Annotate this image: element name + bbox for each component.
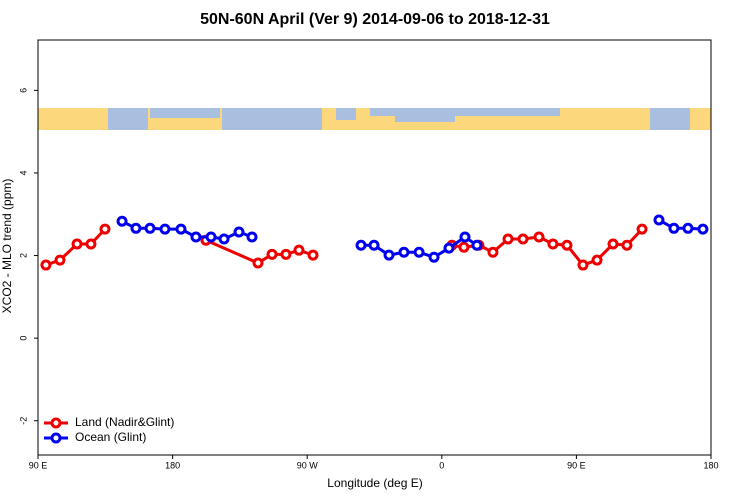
legend-label: Land (Nadir&Glint) xyxy=(75,415,174,429)
y-tick-label: -2 xyxy=(18,417,28,425)
data-point xyxy=(533,231,545,243)
data-point xyxy=(697,223,709,235)
y-axis-label: XCO2 - MLO trend (ppm) xyxy=(0,179,14,314)
legend-marker xyxy=(50,432,62,444)
legend-marker xyxy=(50,417,62,429)
plot-frame xyxy=(37,39,712,456)
legend: Land (Nadir&Glint)Ocean (Glint) xyxy=(44,415,174,444)
x-tick-label: 180 xyxy=(165,460,180,470)
data-point xyxy=(413,246,425,258)
data-point xyxy=(40,259,52,271)
x-tick-label: 90 E xyxy=(29,460,48,470)
data-point xyxy=(85,238,97,250)
data-point xyxy=(682,222,694,234)
data-point xyxy=(144,222,156,234)
data-point xyxy=(547,238,559,250)
data-point xyxy=(561,239,573,251)
data-point xyxy=(383,249,395,261)
data-point xyxy=(205,231,217,243)
y-tick-label: 2 xyxy=(18,253,28,258)
data-point xyxy=(175,223,187,235)
data-point xyxy=(266,248,278,260)
x-tick-label: 180 xyxy=(703,460,718,470)
data-point xyxy=(190,231,202,243)
data-point xyxy=(428,251,440,263)
data-point xyxy=(130,222,142,234)
data-point xyxy=(577,259,589,271)
data-point xyxy=(218,233,230,245)
data-point xyxy=(71,238,83,250)
y-tick-label: 0 xyxy=(18,336,28,341)
data-point xyxy=(668,222,680,234)
x-tick-label: 90 E xyxy=(567,460,586,470)
x-tick-label: 0 xyxy=(439,460,444,470)
data-point xyxy=(471,239,483,251)
data-point xyxy=(252,257,264,269)
data-point xyxy=(502,233,514,245)
data-point xyxy=(636,223,648,235)
data-point xyxy=(368,239,380,251)
data-point xyxy=(517,233,529,245)
x-axis-label: Longitude (deg E) xyxy=(327,476,422,490)
data-point xyxy=(487,246,499,258)
y-tick-label: 6 xyxy=(18,88,28,93)
data-point xyxy=(458,241,470,253)
data-point xyxy=(293,244,305,256)
data-point xyxy=(607,238,619,250)
y-tick-label: 4 xyxy=(18,170,28,175)
data-point xyxy=(116,215,128,227)
map-band xyxy=(38,108,711,130)
data-point xyxy=(280,248,292,260)
data-point xyxy=(233,226,245,238)
data-point xyxy=(307,249,319,261)
chart-title: 50N-60N April (Ver 9) 2014-09-06 to 2018… xyxy=(200,11,550,28)
data-point xyxy=(159,223,171,235)
data-point xyxy=(54,254,66,266)
data-point xyxy=(653,214,665,226)
legend-label: Ocean (Glint) xyxy=(75,430,146,444)
data-point xyxy=(398,246,410,258)
data-point xyxy=(443,242,455,254)
data-point xyxy=(355,239,367,251)
x-tick-label: 90 W xyxy=(297,460,319,470)
data-point xyxy=(621,239,633,251)
data-point xyxy=(459,231,471,243)
data-point xyxy=(246,231,258,243)
data-point xyxy=(99,223,111,235)
data-point xyxy=(591,254,603,266)
